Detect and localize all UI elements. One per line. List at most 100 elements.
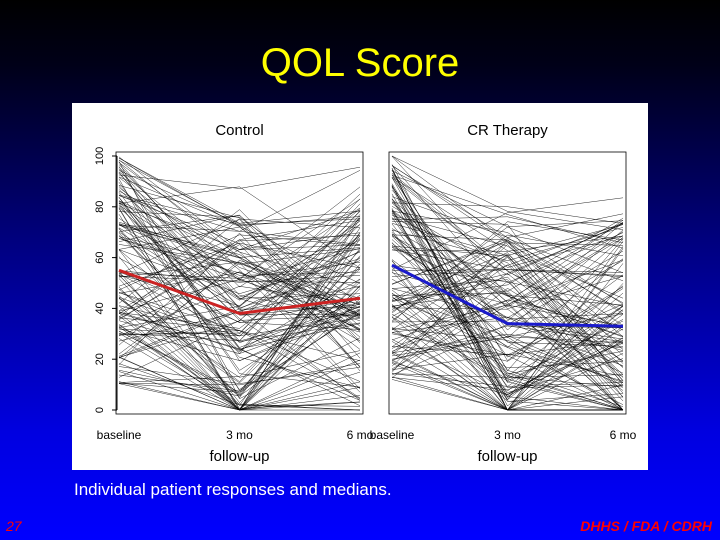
patient-line bbox=[391, 241, 624, 401]
patient-line bbox=[118, 159, 361, 258]
patient-line bbox=[118, 232, 361, 354]
patient-line bbox=[391, 202, 624, 224]
patient-line bbox=[118, 208, 361, 308]
patient-line bbox=[118, 178, 361, 392]
x-axis-label: follow-up bbox=[209, 448, 269, 465]
patient-line bbox=[391, 174, 624, 372]
x-tick-label: 6 mo bbox=[610, 428, 637, 442]
patient-line bbox=[391, 211, 624, 389]
patient-line bbox=[118, 193, 361, 328]
patient-line bbox=[391, 221, 624, 323]
patient-line bbox=[391, 184, 623, 411]
patient-line bbox=[391, 255, 624, 368]
patient-line bbox=[391, 176, 624, 299]
patient-line bbox=[118, 260, 361, 359]
patient-line bbox=[391, 235, 624, 370]
patient-line bbox=[391, 271, 624, 392]
patient-line bbox=[391, 328, 624, 383]
y-tick-label: 40 bbox=[94, 302, 106, 314]
patient-line bbox=[118, 218, 361, 372]
patient-line bbox=[118, 220, 361, 311]
caption: Individual patient responses and medians… bbox=[74, 480, 392, 499]
patient-line bbox=[391, 202, 624, 303]
qol-chart-svg: 0 20 40 60 80 100 Control baseline 3 mo 6 mo foll… bbox=[94, 122, 637, 465]
patient-line bbox=[118, 157, 361, 284]
patient-line bbox=[118, 238, 361, 411]
patient-line bbox=[118, 234, 361, 337]
patient-line bbox=[118, 161, 361, 400]
patient-line bbox=[391, 256, 624, 411]
patient-line bbox=[391, 183, 624, 410]
patient-line bbox=[391, 172, 624, 268]
patient-line bbox=[118, 279, 361, 322]
x-tick-label: baseline bbox=[97, 428, 142, 442]
patient-line bbox=[391, 215, 624, 326]
patient-line bbox=[118, 194, 361, 225]
patient-line bbox=[118, 235, 361, 399]
qol-figure: 0 20 40 60 80 100 Control baseline 3 mo 6 mo foll… bbox=[72, 103, 648, 470]
panel-cr-therapy: CR Therapy baseline 3 mo 6 mo follow-up bbox=[370, 122, 637, 465]
patient-line bbox=[391, 292, 624, 367]
patient-line bbox=[391, 336, 624, 411]
patient-line bbox=[391, 169, 624, 361]
patient-line bbox=[391, 239, 624, 411]
patient-line bbox=[391, 237, 624, 339]
patient-line bbox=[391, 254, 624, 394]
patient-line bbox=[118, 218, 361, 378]
panel-title: CR Therapy bbox=[467, 122, 548, 139]
y-axis: 0 20 40 60 80 100 bbox=[94, 147, 118, 413]
x-tick-label: 6 mo bbox=[347, 428, 374, 442]
patient-line bbox=[391, 253, 624, 356]
patient-line bbox=[118, 176, 361, 327]
patient-line bbox=[391, 316, 624, 382]
patient-line bbox=[118, 250, 361, 357]
patient-line bbox=[391, 222, 624, 323]
patient-line bbox=[118, 211, 361, 305]
patient-line bbox=[391, 325, 624, 361]
patient-line bbox=[391, 285, 624, 377]
patient-line bbox=[391, 229, 624, 387]
patient-line bbox=[391, 244, 624, 319]
patient-line bbox=[118, 157, 361, 224]
patient-line bbox=[118, 164, 361, 319]
patient-line bbox=[118, 286, 361, 337]
patient-line bbox=[391, 246, 624, 337]
patient-line bbox=[118, 224, 361, 350]
patient-line bbox=[118, 203, 361, 250]
patient-line bbox=[391, 373, 624, 378]
patient-line bbox=[118, 167, 361, 288]
x-tick-label: 3 mo bbox=[494, 428, 521, 442]
patient-line bbox=[391, 155, 624, 230]
patient-line bbox=[391, 280, 624, 397]
patient-line bbox=[391, 174, 624, 249]
y-tick-label: 20 bbox=[94, 353, 106, 365]
patient-line bbox=[118, 366, 361, 384]
patient-line bbox=[118, 363, 361, 407]
patient-line bbox=[118, 286, 361, 359]
patient-line bbox=[118, 228, 361, 390]
patient-line bbox=[118, 363, 361, 386]
patient-line bbox=[118, 182, 361, 406]
patient-line bbox=[391, 334, 624, 354]
patient-line bbox=[118, 232, 361, 406]
patient-line bbox=[391, 234, 624, 321]
patient-line bbox=[391, 273, 624, 362]
patient-line bbox=[391, 264, 624, 307]
patient-line bbox=[118, 186, 361, 269]
y-tick-label: 0 bbox=[94, 407, 106, 413]
patient-line bbox=[118, 244, 361, 390]
patient-line bbox=[118, 256, 361, 392]
panel-frame bbox=[115, 151, 364, 415]
patient-line bbox=[118, 330, 361, 361]
patient-line bbox=[118, 214, 361, 342]
footer-credit: DHHS / FDA / CDRH bbox=[580, 518, 712, 534]
panel-control: Control baseline 3 mo 6 mo follow-up bbox=[97, 122, 374, 465]
patient-line bbox=[391, 186, 624, 331]
patient-line bbox=[118, 272, 361, 342]
patient-line bbox=[391, 233, 624, 329]
patient-line bbox=[391, 290, 624, 411]
x-tick-label: 3 mo bbox=[226, 428, 253, 442]
patient-line bbox=[118, 156, 361, 251]
patient-line bbox=[391, 316, 624, 351]
patient-line bbox=[391, 278, 624, 382]
